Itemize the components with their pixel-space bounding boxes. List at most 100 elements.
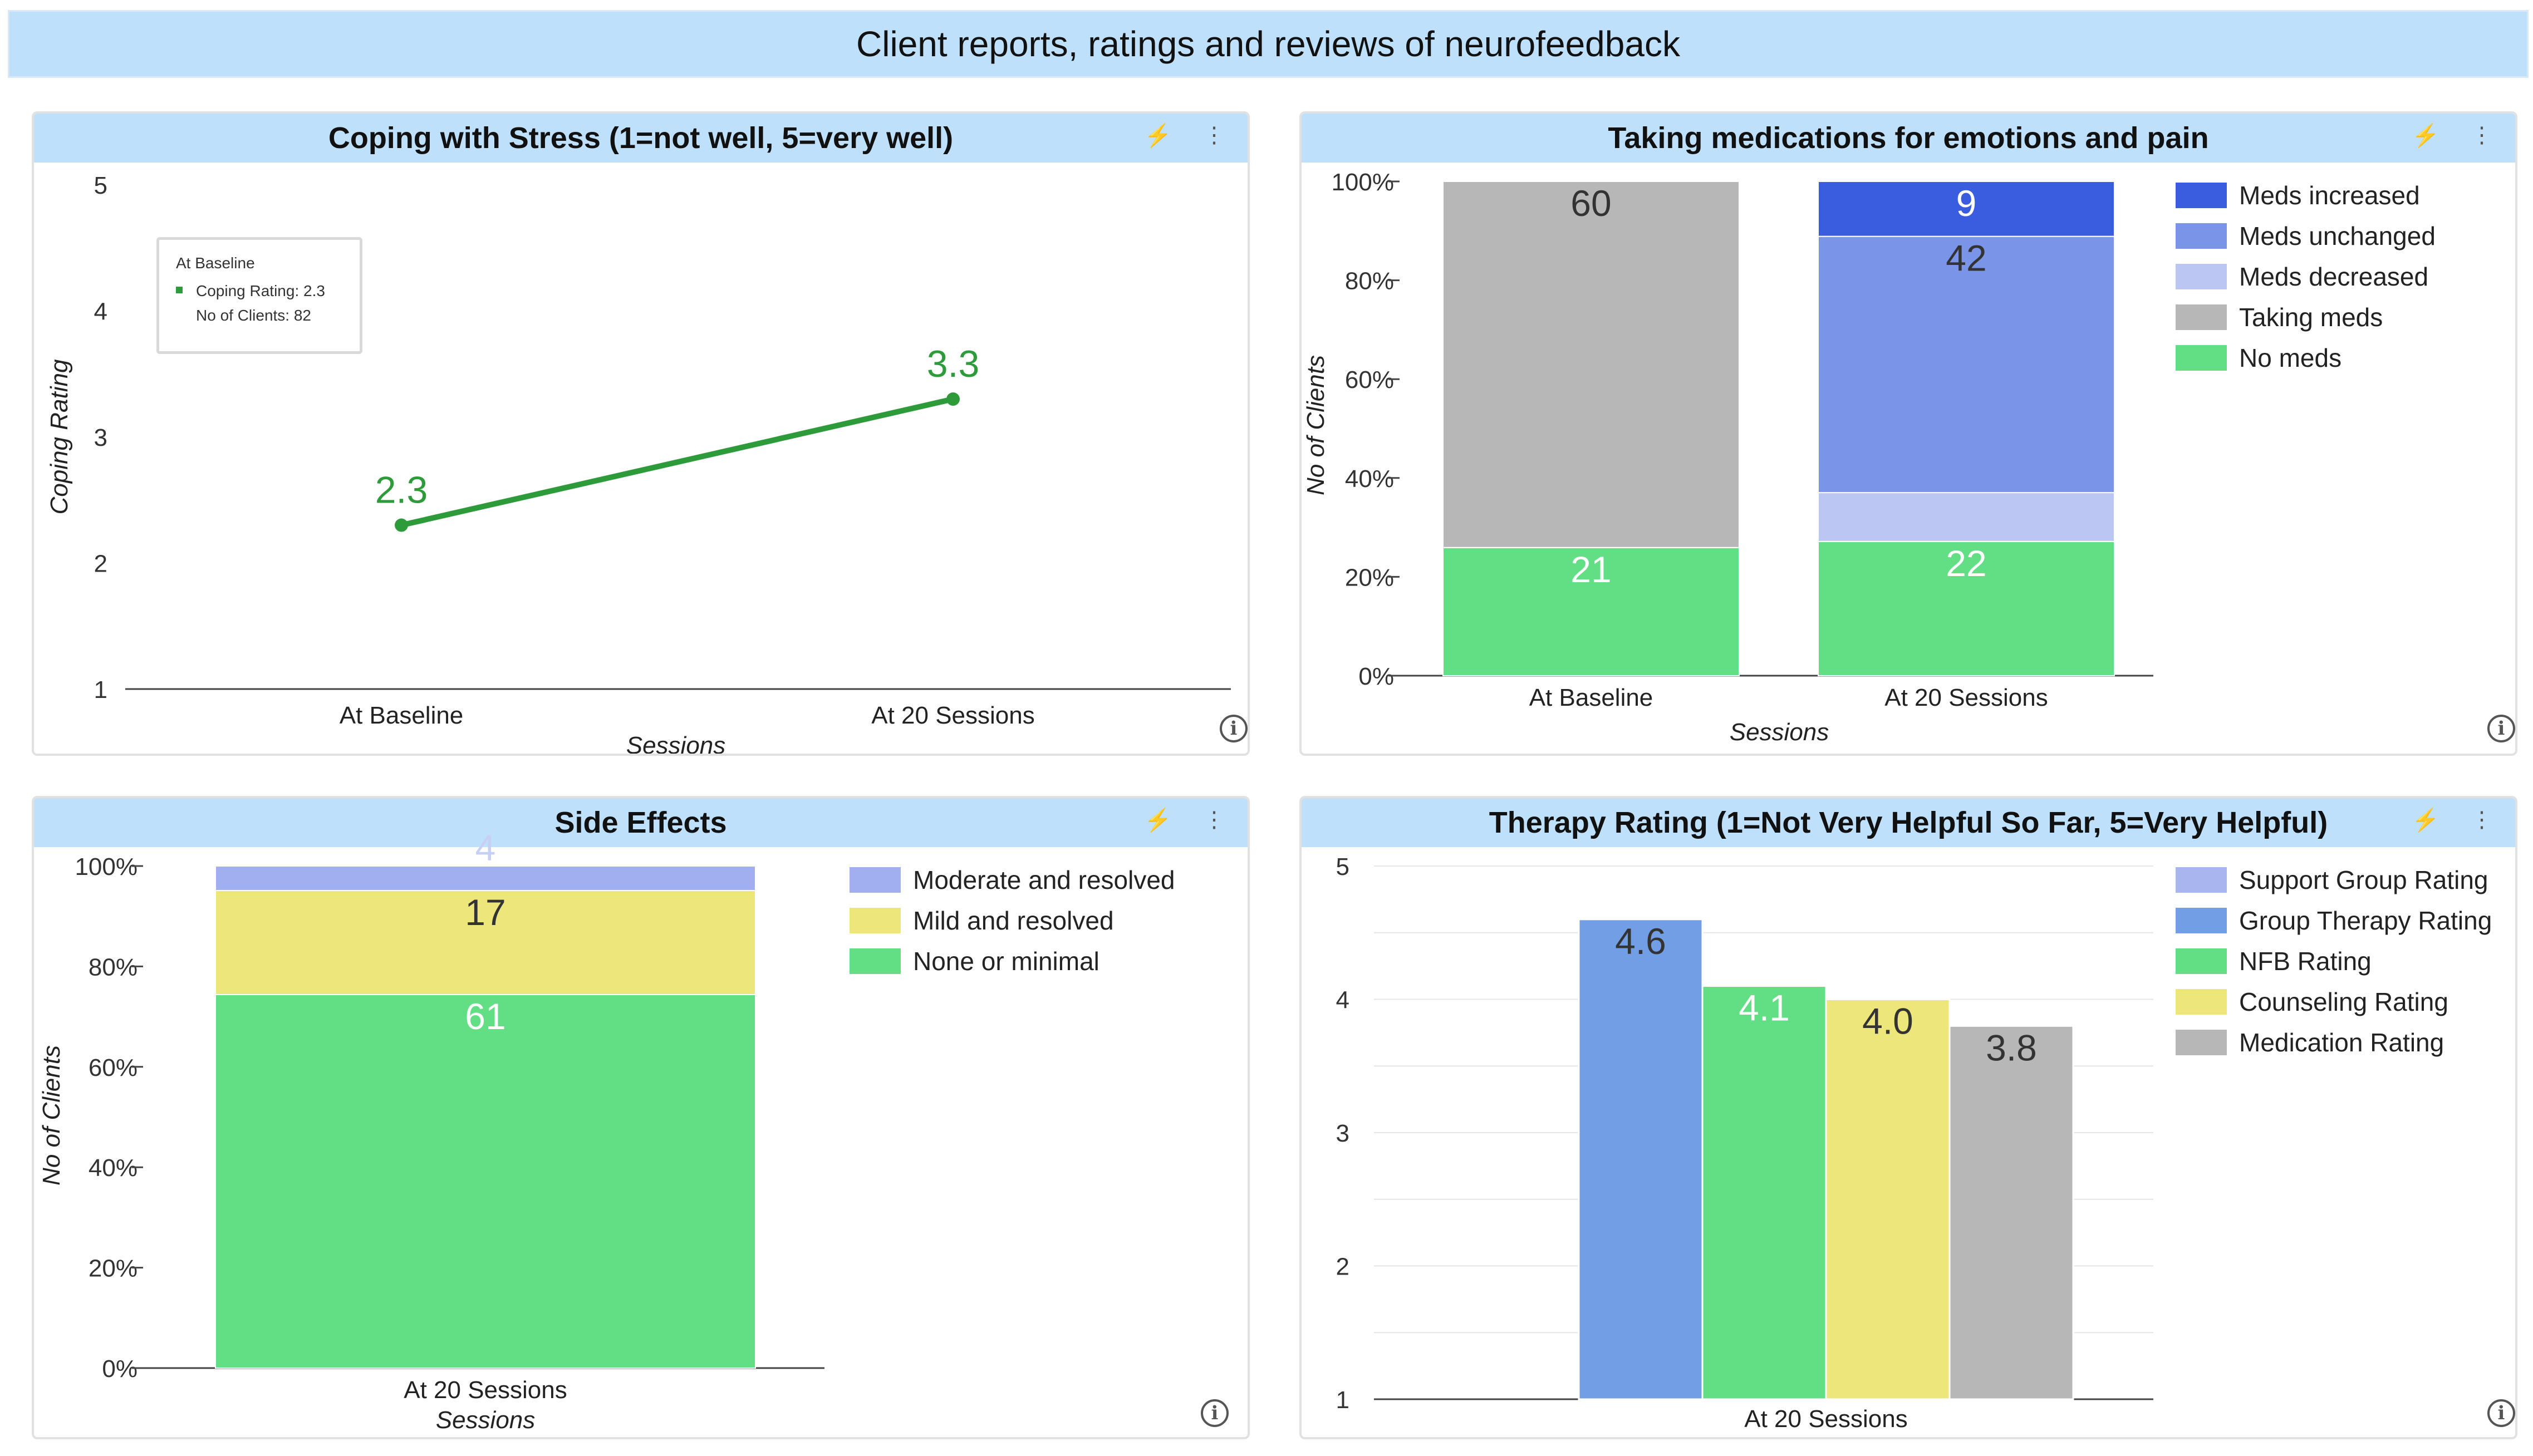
tooltip-client-count: No of Clients: 82 xyxy=(196,307,311,324)
x-axis-title: Sessions xyxy=(1730,719,1829,746)
bolt-icon[interactable]: ⚡ xyxy=(2412,124,2439,148)
legend-swatch xyxy=(2176,223,2227,249)
coping-chart-title: Coping with Stress (1=not well, 5=very w… xyxy=(34,114,1248,163)
legend-item[interactable]: Mild and resolved xyxy=(850,900,1175,941)
legend-item[interactable]: Support Group Rating xyxy=(2176,859,2492,900)
bar xyxy=(1701,985,1827,1400)
legend-item[interactable]: Taking meds xyxy=(2176,297,2436,337)
coping-chart: 1 2 3 4 5 At Baseline At 20 Sessions Sessions Co… xyxy=(46,172,1231,754)
legend-swatch xyxy=(2176,1029,2227,1055)
bolt-icon[interactable]: ⚡ xyxy=(2412,808,2439,833)
legend-item[interactable]: NFB Rating xyxy=(2176,941,2492,981)
y-tick-label: 0% xyxy=(1358,663,1394,690)
therapy-rating-chart-title: Therapy Rating (1=Not Very Helpful So Fa… xyxy=(1302,798,2515,847)
y-tick-label: 40% xyxy=(1345,465,1394,493)
bar-segment xyxy=(1818,235,2115,494)
y-tick-label: 1 xyxy=(1336,1386,1349,1414)
legend-label: Group Therapy Rating xyxy=(2239,906,2492,935)
data-label: 4.1 xyxy=(1739,987,1790,1029)
legend-item[interactable]: Medication Rating xyxy=(2176,1022,2492,1063)
data-label: 3.3 xyxy=(927,343,980,385)
info-icon[interactable]: i xyxy=(2487,1399,2515,1427)
data-label: 60 xyxy=(1570,183,1611,224)
therapy-rating-chart: 1 2 3 4 5 4.6 4.1 4.0 3.8 At 20 Sessions xyxy=(1336,853,2153,1433)
bar-segment xyxy=(1442,181,1740,548)
legend-swatch xyxy=(2176,263,2227,289)
y-tick-label: 3 xyxy=(94,424,107,451)
y-tick-label: 4 xyxy=(1336,987,1349,1014)
more-menu-icon[interactable]: ⋮ xyxy=(1203,123,1225,147)
legend-label: Support Group Rating xyxy=(2239,865,2488,894)
data-point xyxy=(395,518,408,532)
legend-label: No meds xyxy=(2239,343,2342,372)
legend-swatch xyxy=(2176,304,2227,330)
y-tick-label: 1 xyxy=(94,676,107,704)
more-menu-icon[interactable]: ⋮ xyxy=(2471,123,2493,147)
y-tick-label: 60% xyxy=(89,1054,138,1081)
legend-label: NFB Rating xyxy=(2239,946,2372,976)
legend-item[interactable]: None or minimal xyxy=(850,941,1175,981)
data-point xyxy=(946,392,960,406)
legend-label: Moderate and resolved xyxy=(913,865,1175,894)
medications-chart-title: Taking medications for emotions and pain xyxy=(1302,114,2515,163)
medications-chart-panel: Taking medications for emotions and pain… xyxy=(1299,111,2517,756)
y-tick-label: 0% xyxy=(102,1355,138,1383)
y-tick-label: 5 xyxy=(94,172,107,199)
tooltip-legend-marker xyxy=(176,287,183,293)
info-icon[interactable]: i xyxy=(1220,715,1248,742)
x-tick-label: At 20 Sessions xyxy=(871,702,1035,729)
x-tick-label: At 20 Sessions xyxy=(1744,1405,1908,1433)
more-menu-icon[interactable]: ⋮ xyxy=(2471,808,2493,832)
info-icon[interactable]: i xyxy=(1201,1399,1229,1427)
legend-item[interactable]: Meds unchanged xyxy=(2176,215,2436,256)
legend-item[interactable]: No meds xyxy=(2176,337,2436,378)
legend-label: Counseling Rating xyxy=(2239,987,2448,1016)
legend-swatch xyxy=(2176,948,2227,974)
bolt-icon[interactable]: ⚡ xyxy=(1144,124,1172,148)
y-tick-label: 80% xyxy=(89,953,138,981)
bolt-icon[interactable]: ⚡ xyxy=(1144,808,1172,833)
y-tick-label: 100% xyxy=(1331,169,1394,196)
y-axis-title: No of Clients xyxy=(1302,355,1329,495)
legend-swatch xyxy=(850,907,901,933)
data-label: 4.0 xyxy=(1862,1001,1913,1042)
legend-label: Medication Rating xyxy=(2239,1027,2444,1057)
therapy-rating-legend: Support Group Rating Group Therapy Rating… xyxy=(2176,859,2492,1063)
bar-segment xyxy=(1818,540,2115,676)
legend-swatch xyxy=(2176,867,2227,893)
legend-swatch xyxy=(850,948,901,974)
data-label: 4 xyxy=(475,827,496,868)
bar xyxy=(1948,1025,2074,1400)
legend-label: Meds increased xyxy=(2239,180,2420,210)
x-tick-label: At Baseline xyxy=(1529,684,1653,711)
chart-tooltip: At Baseline Coping Rating: 2.3 No of Cli… xyxy=(156,237,362,354)
side-effects-chart-title: Side Effects xyxy=(34,798,1248,847)
y-tick-label: 60% xyxy=(1345,366,1394,393)
data-label: 2.3 xyxy=(375,469,428,511)
side-effects-legend: Moderate and resolved Mild and resolved No… xyxy=(850,859,1175,981)
legend-label: Meds decreased xyxy=(2239,262,2429,291)
legend-item[interactable]: Counseling Rating xyxy=(2176,981,2492,1022)
more-menu-icon[interactable]: ⋮ xyxy=(1203,808,1225,832)
x-tick-label: At Baseline xyxy=(340,702,464,729)
bar xyxy=(1825,998,1951,1400)
legend-item[interactable]: Meds increased xyxy=(2176,175,2436,215)
data-label: 42 xyxy=(1946,238,1986,279)
legend-label: Taking meds xyxy=(2239,302,2383,332)
bar-segment xyxy=(215,890,756,995)
legend-item[interactable]: Group Therapy Rating xyxy=(2176,900,2492,941)
x-tick-label: At 20 Sessions xyxy=(1884,684,2048,711)
legend-item[interactable]: Moderate and resolved xyxy=(850,859,1175,900)
x-axis-title: Sessions xyxy=(436,1406,536,1434)
legend-item[interactable]: Meds decreased xyxy=(2176,256,2436,297)
y-tick-label: 20% xyxy=(1345,564,1394,591)
y-tick-label: 80% xyxy=(1345,268,1394,295)
side-effects-chart-panel: Side Effects ⚡ ⋮ 0% 20% 40% 60% 80% 100% 61 17 4… xyxy=(32,796,1250,1439)
medications-legend: Meds increased Meds unchanged Meds decreas… xyxy=(2176,175,2436,378)
x-tick-label: At 20 Sessions xyxy=(404,1376,567,1404)
therapy-rating-chart-panel: Therapy Rating (1=Not Very Helpful So Fa… xyxy=(1299,796,2517,1439)
y-tick-label: 100% xyxy=(75,853,138,881)
legend-swatch xyxy=(2176,988,2227,1015)
info-icon[interactable]: i xyxy=(2487,715,2515,742)
